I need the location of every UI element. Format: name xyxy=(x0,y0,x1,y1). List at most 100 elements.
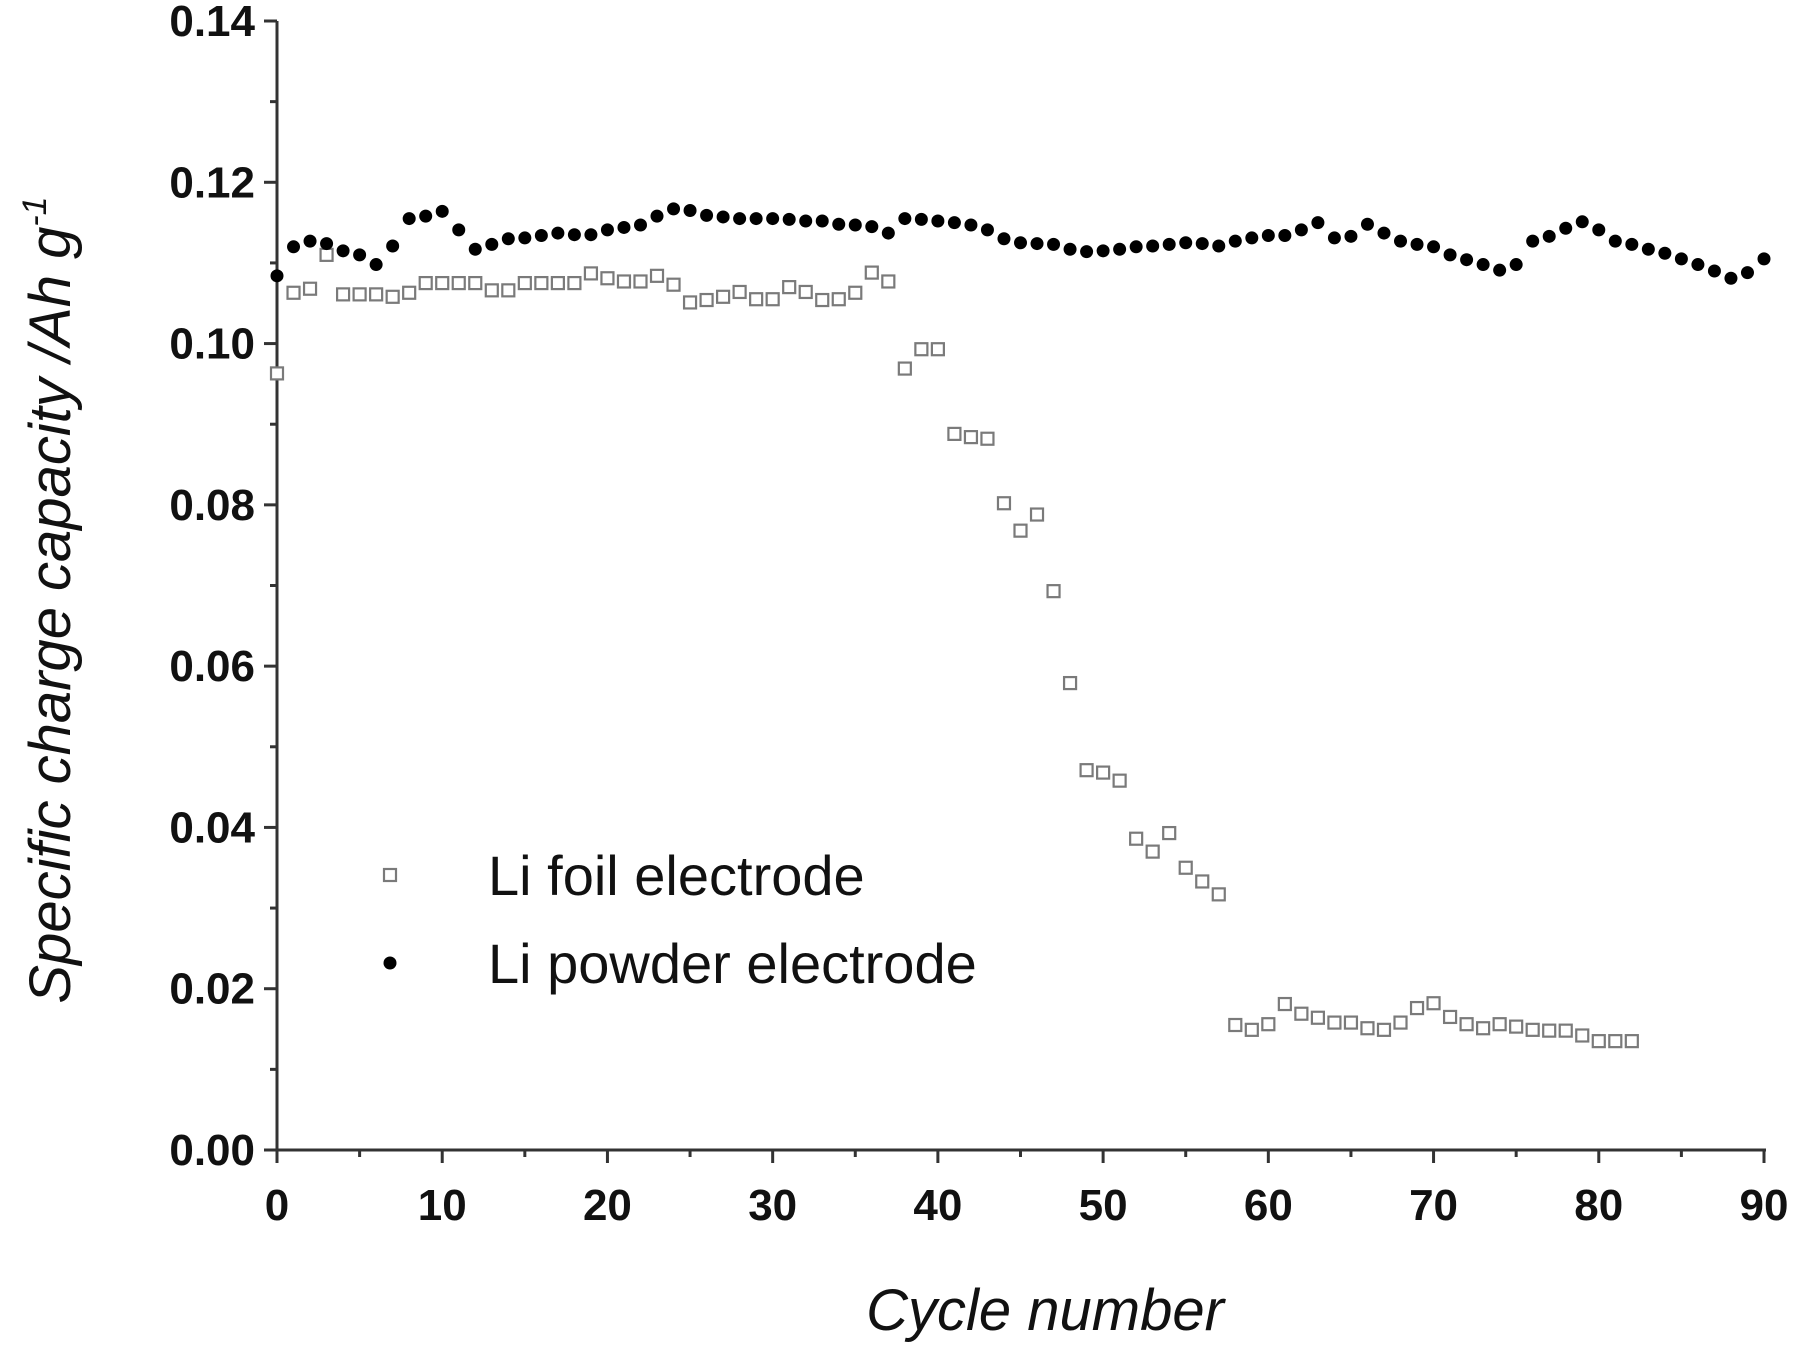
point xyxy=(1591,1034,1606,1049)
point xyxy=(452,223,466,237)
point xyxy=(1443,248,1457,262)
point xyxy=(369,258,383,272)
point xyxy=(1162,237,1176,251)
point xyxy=(1608,1034,1623,1049)
point xyxy=(1195,237,1209,251)
point xyxy=(798,284,813,300)
point xyxy=(1277,996,1292,1012)
point xyxy=(782,212,796,226)
point xyxy=(1394,234,1408,248)
point xyxy=(897,361,912,376)
point xyxy=(633,274,648,289)
point xyxy=(600,271,615,286)
point xyxy=(484,283,499,298)
point xyxy=(682,295,698,310)
point xyxy=(1674,252,1688,266)
point xyxy=(1707,264,1721,278)
point xyxy=(980,431,995,446)
legend-marker xyxy=(382,867,398,883)
point xyxy=(1641,242,1655,256)
point xyxy=(1029,507,1045,522)
point xyxy=(402,285,417,300)
point xyxy=(567,275,582,291)
point xyxy=(468,275,483,291)
point xyxy=(732,284,747,300)
point xyxy=(749,292,764,307)
point xyxy=(1129,240,1143,254)
point xyxy=(1757,252,1771,266)
point xyxy=(517,275,532,291)
point xyxy=(1360,217,1374,231)
point xyxy=(997,232,1011,246)
point xyxy=(1376,1022,1392,1037)
point xyxy=(1245,231,1259,245)
point xyxy=(1393,1015,1408,1030)
point xyxy=(468,242,482,256)
point xyxy=(1096,765,1111,780)
x-tick-label: 10 xyxy=(418,1181,467,1230)
point xyxy=(320,237,334,251)
point xyxy=(385,289,400,304)
point xyxy=(435,275,450,291)
point xyxy=(269,366,285,381)
point xyxy=(1244,1022,1259,1037)
point xyxy=(1442,1009,1458,1025)
point xyxy=(766,212,780,226)
point xyxy=(831,292,846,307)
x-tick-label: 70 xyxy=(1409,1181,1458,1230)
point xyxy=(1030,237,1044,251)
point xyxy=(353,248,367,262)
point xyxy=(1575,1028,1590,1043)
point xyxy=(666,277,681,292)
point xyxy=(1079,763,1094,778)
point xyxy=(1658,246,1672,260)
point xyxy=(402,212,416,226)
point xyxy=(518,231,532,245)
point xyxy=(1525,1022,1540,1037)
point xyxy=(1195,874,1210,889)
point xyxy=(1211,887,1226,902)
point xyxy=(435,204,449,218)
point xyxy=(1047,237,1061,251)
point xyxy=(336,244,350,258)
point xyxy=(799,214,813,228)
point xyxy=(1278,229,1292,243)
x-tick-label: 50 xyxy=(1079,1181,1128,1230)
point xyxy=(1062,675,1078,691)
y-axis-label: Specific charge capacity /Ah g-1 xyxy=(16,196,83,1003)
point xyxy=(1426,996,1441,1011)
y-tick-label: 0.00 xyxy=(169,1126,255,1175)
point xyxy=(963,430,979,445)
point xyxy=(996,496,1012,511)
point xyxy=(485,237,499,251)
point xyxy=(1377,226,1391,240)
point xyxy=(1310,1010,1326,1025)
point xyxy=(1179,236,1193,250)
point xyxy=(1228,234,1242,248)
point xyxy=(832,217,846,231)
point xyxy=(1740,266,1754,280)
point xyxy=(1129,831,1144,846)
point xyxy=(1294,1006,1309,1021)
point xyxy=(848,285,863,300)
point xyxy=(1542,1023,1557,1038)
point xyxy=(1046,584,1061,599)
y-tick-label: 0.08 xyxy=(169,481,255,530)
point xyxy=(1261,1017,1276,1032)
point xyxy=(633,218,647,232)
point xyxy=(782,280,797,295)
x-tick-label: 40 xyxy=(913,1181,962,1230)
point xyxy=(881,274,896,289)
legend-marker xyxy=(383,956,397,970)
point xyxy=(1112,773,1127,788)
point xyxy=(418,275,433,291)
point xyxy=(287,240,301,254)
point xyxy=(865,220,879,234)
point xyxy=(1327,231,1341,245)
point xyxy=(567,228,581,242)
point xyxy=(1625,237,1639,251)
point xyxy=(1294,223,1308,237)
point xyxy=(583,266,599,281)
point xyxy=(335,287,351,302)
